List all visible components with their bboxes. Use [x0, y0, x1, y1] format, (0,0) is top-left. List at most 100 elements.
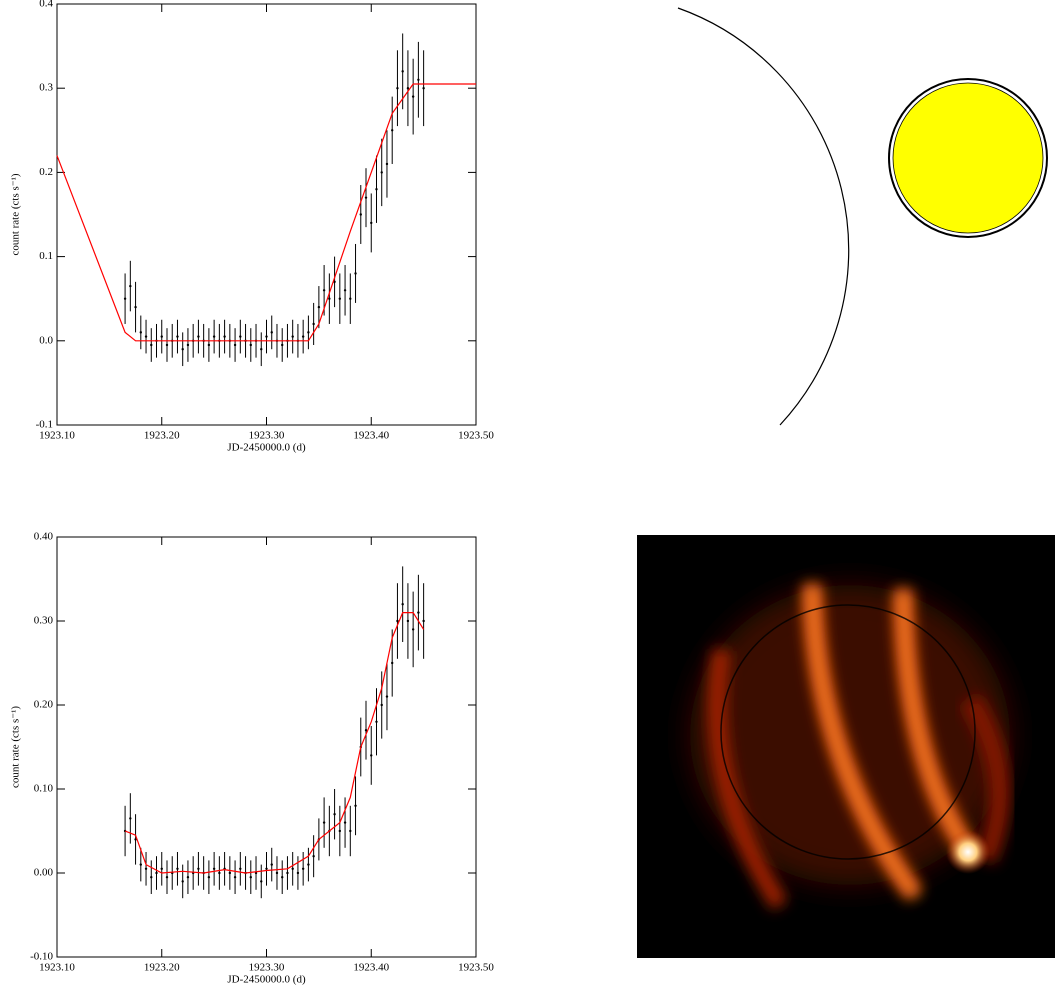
data-point — [281, 876, 284, 879]
data-point — [150, 343, 153, 347]
data-point — [396, 87, 399, 90]
faint-band — [960, 694, 1011, 865]
data-point — [391, 129, 394, 132]
data-point — [186, 343, 190, 347]
model-line — [124, 612, 425, 874]
data-point — [296, 871, 300, 875]
y-tick-label: 0.10 — [34, 783, 54, 795]
data-point — [144, 867, 148, 870]
x-tick-label: 1923.40 — [353, 430, 389, 442]
orbit-diagram — [677, 7, 1048, 426]
data-point — [176, 335, 179, 338]
data-point — [375, 720, 378, 723]
data-point — [239, 867, 242, 870]
data-point — [354, 804, 357, 807]
data-point — [312, 322, 315, 326]
data-point — [411, 95, 415, 98]
faint-band — [708, 648, 788, 910]
data-point — [343, 821, 347, 824]
data-point — [129, 284, 132, 288]
data-point — [197, 335, 200, 338]
data-point — [139, 863, 142, 866]
data-point — [134, 305, 137, 309]
data-point — [160, 867, 163, 870]
data-point — [275, 871, 279, 875]
data-point — [411, 628, 415, 631]
data-point — [218, 871, 221, 875]
data-point — [380, 171, 383, 174]
data-point — [129, 817, 132, 820]
data-point — [233, 343, 237, 347]
y-tick-label: -0.1 — [36, 419, 53, 431]
data-point — [322, 289, 326, 292]
data-point — [144, 335, 148, 338]
star-disk — [892, 82, 1044, 234]
data-point — [176, 867, 179, 870]
data-point — [385, 162, 389, 166]
limb-circle — [720, 604, 976, 860]
y-axis-label: count rate (cts s⁻¹) — [10, 173, 22, 255]
data-point — [291, 335, 294, 338]
data-point — [260, 880, 263, 883]
y-tick-label: 0.0 — [39, 334, 53, 346]
data-point — [270, 863, 273, 866]
data-point — [223, 335, 226, 338]
data-point — [249, 876, 252, 879]
data-point — [406, 87, 410, 90]
data-point — [380, 703, 383, 707]
model-line — [56, 83, 476, 342]
x-axis-label: JD-2450000.0 (d) — [227, 974, 306, 986]
data-point — [417, 78, 420, 81]
data-point — [417, 611, 420, 614]
data-point — [139, 331, 142, 334]
data-point — [212, 867, 216, 870]
data-point — [343, 289, 347, 292]
data-point — [228, 871, 232, 875]
data-point — [239, 335, 242, 338]
x-tick-label: 1923.20 — [144, 430, 180, 442]
data-point — [265, 867, 268, 870]
data-point — [317, 305, 321, 309]
orbit-arc — [677, 7, 850, 426]
data-point — [312, 855, 315, 858]
data-point — [291, 867, 294, 870]
data-point — [391, 661, 394, 665]
data-point — [281, 343, 284, 347]
data-point — [207, 876, 211, 879]
data-point — [286, 871, 289, 875]
chart: 1923.10 1923.20 1923.30 1923.40 1923.50 -0.10… — [10, 531, 495, 986]
data-point — [349, 829, 352, 833]
x-tick-label: 1923.30 — [249, 430, 285, 442]
data-point — [160, 335, 163, 338]
data-point — [406, 619, 410, 623]
stripe-core — [809, 584, 918, 897]
data-point — [349, 297, 352, 300]
stripe-core — [900, 589, 971, 852]
x-tick-label: 1923.40 — [353, 962, 389, 974]
map-glow — [690, 585, 1010, 885]
bright-spot — [946, 830, 990, 874]
data-point — [165, 876, 169, 879]
y-tick-label: 0.20 — [34, 699, 54, 711]
y-tick-label: 0.3 — [39, 82, 53, 94]
data-point — [270, 331, 273, 334]
y-tick-label: 0.40 — [34, 531, 54, 543]
y-tick-label: 0.00 — [34, 867, 54, 879]
data-point — [186, 876, 190, 879]
data-point — [322, 821, 326, 824]
data-point — [307, 863, 310, 866]
data-point — [181, 348, 184, 351]
data-point — [165, 343, 169, 347]
x-axis-label: JD-2450000.0 (d) — [227, 442, 306, 454]
data-point — [338, 829, 342, 833]
y-tick-label: 0.30 — [34, 615, 54, 627]
data-point — [155, 871, 158, 875]
data-point — [150, 876, 153, 879]
data-point — [212, 335, 216, 338]
data-point — [249, 343, 252, 347]
data-point — [354, 272, 357, 275]
data-point — [385, 695, 389, 698]
data-point — [364, 196, 368, 199]
